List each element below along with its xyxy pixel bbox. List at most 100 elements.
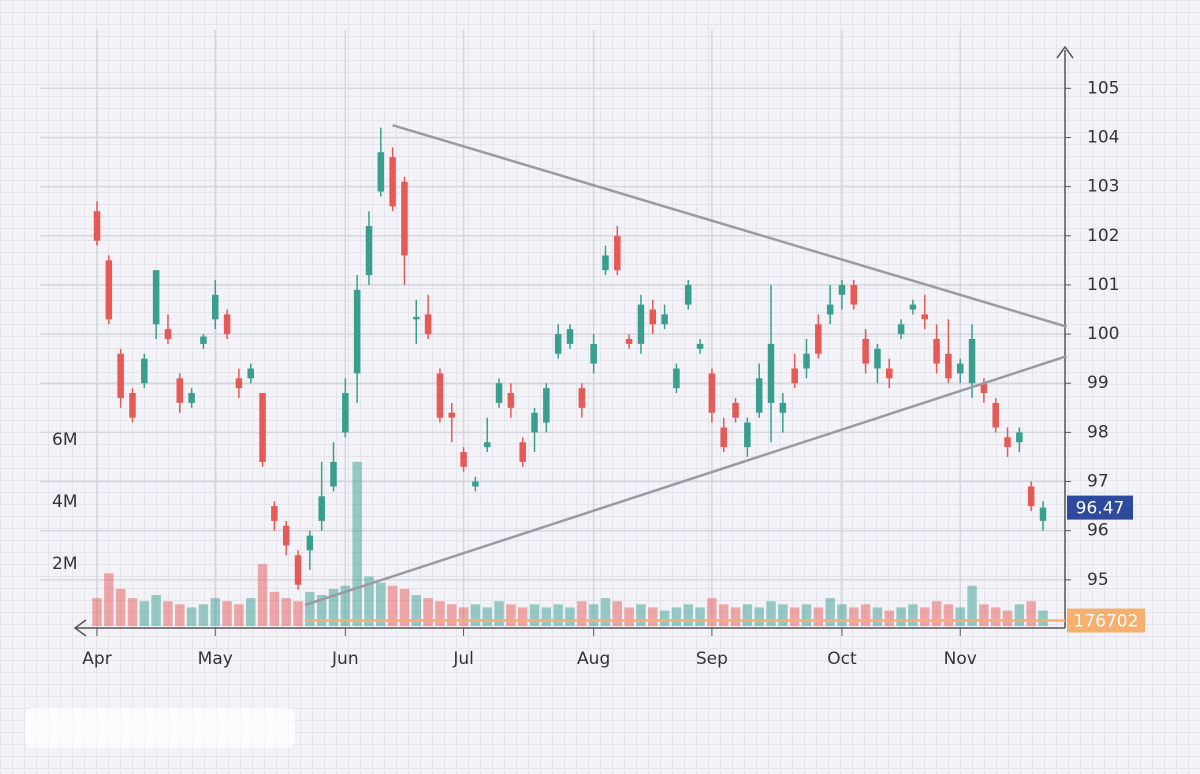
volume-bar bbox=[399, 588, 410, 626]
volume-bar bbox=[659, 610, 670, 626]
x-tick-label: Aug bbox=[577, 649, 610, 669]
candle-body bbox=[696, 343, 704, 349]
candle-body bbox=[282, 525, 290, 546]
candle-body bbox=[460, 452, 467, 467]
candle-body bbox=[188, 393, 195, 403]
candle-body bbox=[424, 314, 432, 335]
candle-body bbox=[259, 393, 266, 462]
candle-body bbox=[578, 388, 586, 408]
volume-bar bbox=[245, 598, 256, 626]
volume-bar bbox=[387, 585, 398, 626]
volume-bar bbox=[470, 604, 481, 626]
candle-body bbox=[661, 314, 668, 325]
candle-body bbox=[401, 181, 408, 256]
candle-body bbox=[850, 284, 858, 305]
candle-body bbox=[389, 157, 396, 207]
volume-bar bbox=[588, 604, 599, 626]
candle-body bbox=[519, 442, 526, 462]
candle-body bbox=[614, 235, 621, 271]
volume-bar bbox=[967, 585, 977, 626]
candle-body bbox=[200, 336, 207, 344]
candle-body bbox=[141, 358, 148, 384]
candle-body bbox=[815, 324, 822, 354]
x-tick-label: Sep bbox=[696, 649, 728, 669]
candle-body bbox=[472, 481, 479, 487]
volume-bar bbox=[730, 607, 741, 626]
volume-bar bbox=[636, 604, 646, 626]
candle-body bbox=[684, 284, 692, 305]
volume-bar bbox=[352, 461, 362, 626]
candle-body bbox=[826, 304, 834, 315]
volume-bar bbox=[600, 598, 611, 626]
candle-body bbox=[448, 412, 456, 418]
candle-body bbox=[483, 442, 491, 448]
volume-bar bbox=[115, 588, 126, 626]
volume-bar bbox=[683, 604, 693, 626]
volume-tick-label: 2M bbox=[52, 554, 77, 574]
candle-body bbox=[306, 535, 314, 551]
volume-bar bbox=[789, 607, 800, 626]
candle-body bbox=[413, 316, 420, 320]
candle-body bbox=[543, 388, 550, 423]
volume-bar bbox=[577, 601, 587, 626]
candle-body bbox=[637, 304, 645, 344]
candle-body bbox=[247, 368, 254, 379]
candle-body bbox=[862, 339, 869, 364]
y-tick-label: 102 bbox=[1087, 226, 1119, 246]
y-tick-label: 104 bbox=[1087, 127, 1119, 147]
y-tick-label: 101 bbox=[1087, 275, 1119, 295]
volume-bar bbox=[316, 595, 327, 626]
y-tick-label: 96 bbox=[1087, 521, 1109, 541]
volume-bar bbox=[896, 607, 906, 626]
volume-bar bbox=[139, 601, 150, 626]
volume-bar bbox=[837, 604, 847, 626]
y-tick-label: 100 bbox=[1087, 324, 1119, 344]
volume-bar bbox=[718, 604, 729, 626]
volume-bar bbox=[506, 604, 516, 626]
y-tick-label: 99 bbox=[1087, 373, 1109, 393]
volume-bar bbox=[186, 607, 197, 626]
candle-body bbox=[945, 353, 952, 379]
candle-body bbox=[1004, 437, 1011, 448]
volume-bar bbox=[198, 604, 209, 626]
volume-bar bbox=[754, 607, 764, 626]
y-tick-label: 98 bbox=[1087, 422, 1109, 442]
candle-body bbox=[992, 402, 999, 428]
volume-bar bbox=[411, 595, 422, 626]
candle-body bbox=[625, 339, 633, 344]
volume-bar bbox=[210, 598, 220, 626]
volume-bar bbox=[955, 607, 965, 626]
candle-body bbox=[164, 329, 172, 339]
last-price-box bbox=[1067, 495, 1133, 520]
candle-body bbox=[495, 383, 503, 403]
volume-bar bbox=[624, 607, 634, 626]
candle-body bbox=[1016, 432, 1023, 443]
candle-body bbox=[93, 211, 101, 241]
y-tick-label: 97 bbox=[1087, 472, 1109, 492]
candle-body bbox=[342, 393, 349, 433]
candle-body bbox=[791, 368, 798, 384]
candle-body bbox=[720, 427, 727, 448]
volume-bar bbox=[872, 607, 883, 626]
candle-body bbox=[353, 289, 361, 374]
candle-body bbox=[271, 506, 278, 521]
x-tick-label: Jul bbox=[452, 649, 474, 669]
blurred-panel bbox=[25, 708, 295, 748]
candle-body bbox=[566, 329, 574, 344]
candle-body bbox=[921, 314, 929, 320]
candle-body bbox=[377, 152, 385, 192]
axis-arrow bbox=[1056, 45, 1074, 59]
volume-bar bbox=[813, 607, 824, 626]
candle-body bbox=[176, 378, 184, 403]
x-tick-label: Oct bbox=[827, 649, 857, 669]
volume-bar bbox=[423, 598, 433, 626]
volume-bar bbox=[482, 607, 492, 626]
x-tick-label: May bbox=[198, 649, 233, 669]
volume-bar bbox=[328, 588, 339, 626]
volume-bar bbox=[340, 585, 351, 626]
volume-bar bbox=[151, 595, 161, 626]
candle-body bbox=[933, 339, 940, 364]
candle-body bbox=[554, 334, 562, 354]
candle-body bbox=[874, 348, 881, 369]
